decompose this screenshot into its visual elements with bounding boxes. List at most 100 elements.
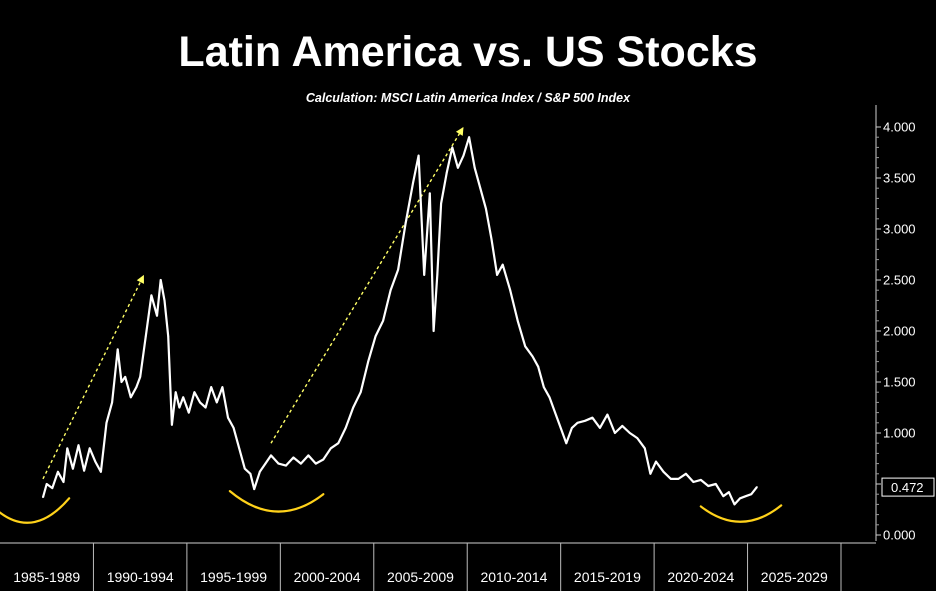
data-point (270, 454, 272, 457)
data-point (144, 335, 147, 337)
data-point (591, 416, 594, 419)
trend-arrow-head (455, 127, 464, 136)
data-point (733, 503, 736, 506)
data-point (565, 442, 568, 445)
data-point (105, 421, 108, 424)
data-point (178, 406, 181, 409)
data-point (258, 470, 261, 473)
data-point (139, 376, 142, 378)
data-point (707, 485, 710, 487)
data-point (249, 472, 252, 475)
data-point (462, 154, 465, 157)
data-point (111, 401, 114, 404)
data-point (451, 146, 454, 149)
data-point (42, 496, 44, 499)
data-point (485, 207, 487, 210)
data-point (389, 289, 392, 292)
data-point (374, 335, 377, 337)
chart-subtitle: Calculation: MSCI Latin America Index / … (306, 91, 631, 105)
data-point (404, 223, 407, 225)
data-point (193, 391, 196, 394)
data-point (692, 481, 695, 483)
data-point (227, 416, 229, 419)
data-point (382, 319, 385, 322)
data-point (559, 427, 562, 429)
x-tick-label: 2010-2014 (480, 569, 547, 585)
data-point (542, 386, 545, 388)
data-point (445, 172, 448, 174)
data-point (548, 396, 551, 399)
data-point (367, 360, 370, 363)
data-point (187, 411, 190, 414)
data-point (77, 444, 80, 447)
data-point (722, 495, 725, 498)
trend-arrow-line (42, 274, 145, 480)
data-point (554, 411, 556, 414)
data-point (120, 381, 123, 383)
x-tick-label: 1995-1999 (200, 569, 267, 585)
data-point (215, 401, 218, 404)
data-point (531, 355, 534, 358)
data-point (292, 456, 295, 459)
data-point (606, 413, 609, 416)
data-point (337, 442, 340, 445)
trough-arc (228, 490, 325, 513)
data-point (285, 464, 287, 467)
data-point (129, 396, 132, 399)
y-tick-label: 1.000 (883, 426, 916, 441)
data-point (756, 486, 758, 488)
data-point (714, 483, 717, 485)
data-point (66, 447, 69, 450)
trough-arc (0, 497, 71, 524)
data-point (299, 462, 302, 465)
y-tick-label: 0.000 (883, 528, 916, 543)
data-point (62, 481, 65, 483)
data-point (243, 467, 246, 470)
data-point (171, 423, 173, 426)
data-point (473, 166, 476, 169)
x-tick-label: 2020-2024 (667, 569, 734, 585)
data-point (124, 376, 127, 378)
y-tick-label: 3.000 (883, 222, 916, 237)
data-point (537, 365, 540, 368)
data-point (210, 386, 213, 388)
data-point (643, 447, 646, 450)
data-point (456, 166, 459, 169)
data-point (423, 274, 426, 276)
series-layer (41, 136, 758, 506)
trend-arrow-line (270, 126, 465, 444)
data-point (440, 202, 442, 205)
x-tick-label: 2005-2009 (387, 569, 454, 585)
data-point (570, 427, 573, 429)
data-point (670, 478, 672, 480)
data-point (352, 406, 355, 409)
data-point (45, 483, 48, 485)
data-point (314, 462, 317, 465)
data-point (329, 447, 332, 450)
data-point (677, 478, 680, 480)
data-point (182, 396, 185, 399)
series-line (41, 136, 758, 506)
data-point (199, 401, 201, 404)
x-tick-label: 2025-2029 (761, 569, 828, 585)
data-point (662, 470, 665, 473)
data-point (94, 460, 97, 463)
data-point (428, 192, 431, 195)
data-point (417, 154, 420, 157)
data-point (750, 493, 753, 496)
data-point (159, 279, 162, 281)
data-point (524, 345, 527, 348)
data-point (496, 274, 499, 276)
data-point (436, 274, 439, 276)
y-tick-label: 3.500 (883, 171, 916, 186)
y-tick-label: 1.500 (883, 375, 916, 390)
data-point (57, 470, 59, 473)
data-point (584, 419, 586, 422)
data-point (167, 335, 170, 337)
data-point (100, 470, 102, 473)
last-value-box (881, 477, 935, 497)
data-point (253, 488, 256, 490)
data-point (412, 182, 414, 185)
data-point (501, 263, 504, 266)
